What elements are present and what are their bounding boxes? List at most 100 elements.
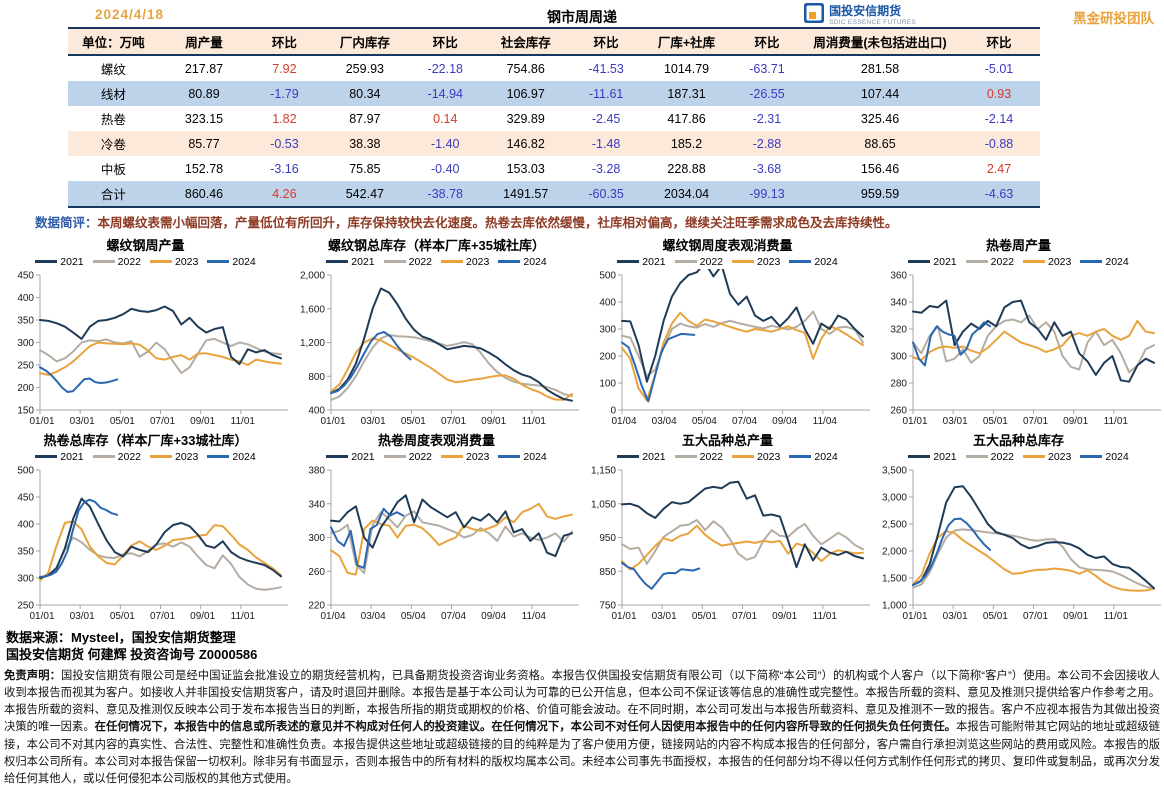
logo-name-en: SDIC ESSENCE FUTURES (829, 18, 916, 26)
series-line-2022 (912, 528, 1155, 590)
legend-swatch (908, 260, 931, 263)
wow-change-cell: -1.40 (431, 136, 460, 151)
y-tick-label: 150 (17, 406, 34, 417)
series-line-2024 (39, 366, 119, 393)
legend-label: 2023 (757, 255, 781, 268)
legend-item: 2021 (326, 450, 375, 463)
value-cell: 217.87 (184, 61, 224, 76)
x-tick-label: 07/04 (732, 416, 757, 427)
chart-plot: 1,000 1,500 2,000 2,500 3,000 3,500 01/01 03/01… (882, 466, 1161, 622)
legend-label: 2023 (175, 255, 199, 268)
x-tick-label: 05/01 (692, 611, 717, 622)
value-cell: 185.2 (670, 136, 703, 151)
wow-change-cell: -63.71 (749, 61, 785, 76)
row-label: 合计 (100, 188, 126, 202)
value-cell: 80.89 (188, 86, 220, 101)
y-tick-label: 300 (17, 338, 34, 349)
x-tick-label: 09/01 (1063, 416, 1088, 427)
series-line-2023 (330, 502, 573, 576)
legend-label: 2021 (351, 450, 375, 463)
x-tick-label: 03/04 (361, 611, 386, 622)
x-tick-label: 05/04 (692, 416, 717, 427)
value-cell: 75.85 (349, 161, 381, 176)
series-line-2024 (621, 561, 701, 590)
column-header: 周消费量(未包括进出口) (813, 36, 947, 50)
legend-label: 2024 (523, 255, 547, 268)
legend-label: 2024 (523, 450, 547, 463)
column-header: 周产量 (185, 36, 223, 50)
column-header: 环比 (432, 36, 458, 50)
analyst-line: 国投安信期货 何建辉 投资咨询号 Z0000586 (6, 647, 258, 662)
value-cell: 2034.04 (663, 186, 710, 201)
y-tick-label: 300 (308, 533, 325, 544)
legend-item: 2024 (207, 451, 256, 463)
x-tick-label: 11/01 (522, 416, 547, 427)
legend-item: 2021 (35, 451, 84, 463)
wow-change-cell: -38.78 (427, 186, 463, 201)
data-comment: 数据简评：本周螺纹表需小幅回落，产量低位有所回升，库存保持较快去化速度。热卷去库… (35, 212, 1164, 231)
legend-label: 2021 (642, 450, 666, 463)
legend-swatch (1023, 260, 1045, 263)
legend-item: 2023 (1023, 256, 1071, 268)
y-tick-label: 3,000 (882, 493, 907, 504)
value-cell: 156.46 (860, 161, 900, 176)
legend-item: 2022 (383, 451, 432, 463)
x-tick-label: 09/01 (481, 416, 506, 427)
legend-swatch (965, 455, 988, 458)
chart-plot: 150 200 250 300 350 400 450 01/01 03/01 05/01 07/0… (17, 271, 288, 427)
y-tick-label: 1,500 (882, 574, 907, 585)
y-tick-label: 450 (17, 493, 34, 504)
series-line-2024 (912, 321, 992, 367)
legend-label: 2023 (757, 450, 781, 463)
y-tick-label: 280 (890, 379, 907, 390)
chart-legend: 2021 2022 2023 2024 (0, 449, 291, 464)
y-tick-label: 800 (308, 372, 325, 383)
x-tick-label: 11/01 (231, 611, 256, 622)
legend-item: 2023 (441, 451, 489, 463)
wow-change-cell: -22.18 (427, 61, 463, 76)
series-line-2021 (912, 485, 1155, 590)
y-tick-label: 300 (17, 574, 34, 585)
x-tick-label: 05/01 (110, 611, 135, 622)
y-tick-label: 2,000 (300, 271, 325, 282)
x-tick-label: 05/01 (983, 416, 1008, 427)
column-header: 环比 (754, 36, 780, 50)
series-line-2021 (621, 269, 864, 383)
value-cell: 146.82 (506, 136, 545, 151)
report-date: 2024/4/18 (95, 7, 165, 22)
y-tick-label: 400 (17, 293, 34, 304)
value-cell: 80.34 (349, 86, 381, 101)
legend-item: 2023 (150, 451, 198, 463)
legend-item: 2024 (1080, 451, 1129, 463)
legend-swatch (207, 455, 230, 458)
chart-title: 螺纹钢总库存（样本厂库+35城社库） (327, 238, 546, 253)
charts-grid: 螺纹钢周产量 2021 2022 2023 2024 150 200 250 300 350 400… (0, 233, 1164, 623)
y-tick-label: 300 (599, 325, 616, 336)
legend-item: 2024 (789, 451, 838, 463)
legend-label: 2021 (351, 255, 375, 268)
value-cell: 1491.57 (503, 186, 549, 201)
legend-swatch (617, 260, 640, 263)
series-line-2023 (912, 530, 1155, 592)
y-tick-label: 0 (610, 406, 616, 417)
legend-swatch (92, 260, 115, 263)
chart-title: 热卷周产量 (985, 238, 1051, 253)
y-tick-label: 100 (599, 379, 616, 390)
legend-swatch (498, 260, 521, 263)
legend-item: 2021 (908, 451, 957, 463)
x-tick-label: 01/01 (320, 416, 345, 427)
column-header: 社会库存 (500, 36, 551, 50)
wow-change-cell: -3.68 (752, 161, 782, 176)
table-row: 热卷 323.15 1.82 87.97 0.14 329.89 -2.45 417.86 -2… (68, 106, 1040, 131)
chart-plot: 400 800 1,200 1,600 2,000 01/01 03/01 05/01 07/0… (300, 271, 579, 427)
wow-change-cell: 0.93 (986, 86, 1012, 101)
y-tick-label: 950 (599, 533, 616, 544)
wow-change-cell: -0.88 (984, 136, 1014, 151)
value-cell: 88.65 (864, 136, 896, 151)
legend-swatch (150, 455, 172, 458)
value-cell: 259.93 (345, 61, 384, 76)
y-tick-label: 260 (308, 567, 325, 578)
y-tick-label: 400 (17, 520, 34, 531)
legend-label: 2022 (117, 255, 141, 268)
legend-item: 2024 (789, 256, 838, 268)
